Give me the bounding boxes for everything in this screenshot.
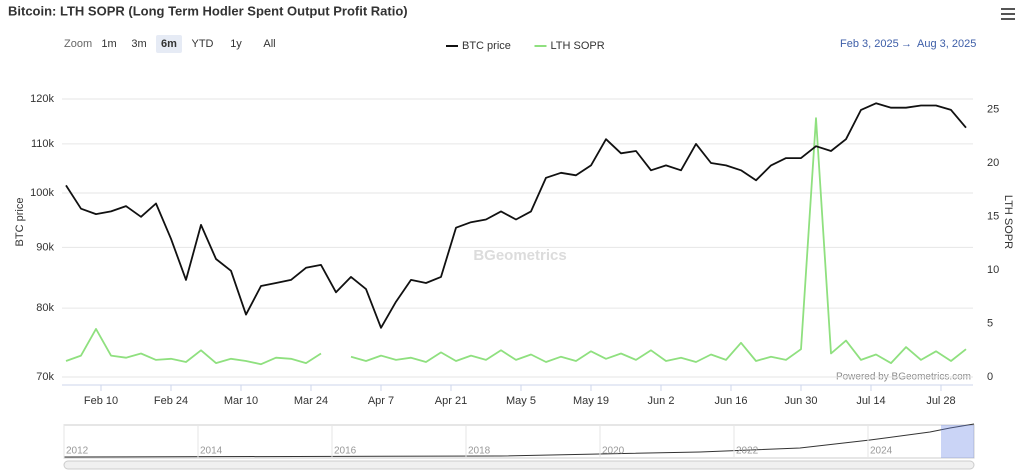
series-line: [65, 102, 967, 329]
zoom-button[interactable]: 6m: [161, 38, 177, 50]
series-line: [65, 117, 967, 366]
y2-tick-label: 20: [987, 157, 999, 169]
navigator-year: 2016: [334, 446, 357, 457]
zoom-button[interactable]: YTD: [192, 38, 214, 50]
navigator-year: 2022: [736, 446, 759, 457]
y2-tick-label: 10: [987, 264, 999, 276]
y2-tick-label: 0: [987, 371, 993, 383]
x-tick-label: Apr 21: [435, 395, 467, 407]
y-axis-title: BTC price: [14, 198, 26, 247]
x-tick-label: Jun 16: [714, 395, 747, 407]
y-tick-label: 110k: [31, 138, 55, 150]
x-tick-label: Apr 7: [368, 395, 394, 407]
navigator-year: 2018: [468, 446, 491, 457]
x-tick-label: Jun 30: [784, 395, 817, 407]
x-tick-label: Jul 14: [856, 395, 885, 407]
x-tick-label: Mar 24: [294, 395, 328, 407]
y-tick-label: 90k: [36, 241, 54, 253]
zoom-label: Zoom: [64, 38, 92, 50]
y-tick-label: 100k: [30, 187, 54, 199]
x-tick-label: Feb 10: [84, 395, 118, 407]
zoom-button[interactable]: 1m: [101, 38, 116, 50]
range-from[interactable]: Feb 3, 2025: [840, 38, 899, 50]
y2-tick-label: 25: [987, 104, 999, 116]
navigator-year: 2024: [870, 446, 893, 457]
zoom-button[interactable]: 1y: [230, 38, 242, 50]
x-tick-label: Feb 24: [154, 395, 188, 407]
zoom-button-active: [156, 35, 182, 53]
y2-tick-label: 5: [987, 317, 993, 329]
chart-title: Bitcoin: LTH SOPR (Long Term Hodler Spen…: [8, 3, 408, 18]
x-tick-label: Jul 28: [926, 395, 955, 407]
y2-tick-label: 15: [987, 210, 999, 222]
range-separator: →: [901, 38, 912, 50]
y-tick-label: 70k: [36, 371, 54, 383]
y2-axis-title: LTH SOPR: [1002, 195, 1014, 249]
range-to[interactable]: Aug 3, 2025: [917, 38, 976, 50]
x-tick-label: Mar 10: [224, 395, 258, 407]
legend-label[interactable]: LTH SOPR: [551, 40, 605, 52]
navigator-year: 2014: [200, 446, 223, 457]
y-tick-label: 120k: [30, 93, 54, 105]
legend-label[interactable]: BTC price: [462, 40, 511, 52]
zoom-button[interactable]: All: [263, 38, 275, 50]
zoom-button[interactable]: 3m: [131, 38, 146, 50]
watermark: BGeometrics: [473, 247, 566, 264]
navigator[interactable]: [63, 423, 975, 470]
navigator-year: 2012: [66, 446, 89, 457]
x-tick-label: Jun 2: [648, 395, 675, 407]
x-tick-label: May 5: [506, 395, 536, 407]
navigator-year: 2020: [602, 446, 625, 457]
x-tick-label: May 19: [573, 395, 609, 407]
y-tick-label: 80k: [36, 302, 54, 314]
menu-icon[interactable]: [1001, 8, 1015, 20]
